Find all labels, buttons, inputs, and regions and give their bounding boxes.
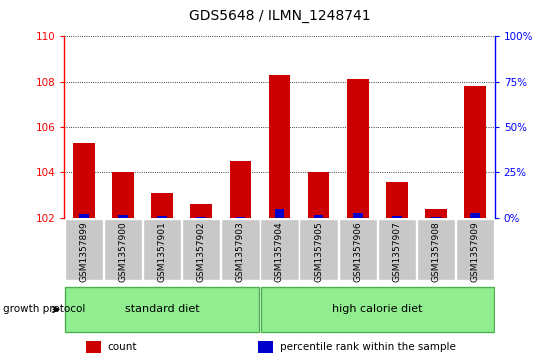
Bar (308, 172, 329, 218)
Bar (269, 75, 290, 218)
Bar (196, 217, 206, 218)
Bar (431, 217, 441, 218)
Bar (112, 172, 134, 218)
FancyBboxPatch shape (182, 219, 220, 280)
FancyBboxPatch shape (417, 219, 455, 280)
Text: GSM1357901: GSM1357901 (158, 221, 167, 282)
Text: GSM1357906: GSM1357906 (353, 221, 362, 282)
Text: GSM1357900: GSM1357900 (119, 221, 127, 282)
Bar (470, 213, 480, 218)
Bar (258, 341, 273, 354)
Bar (425, 209, 447, 218)
Bar (392, 216, 402, 218)
Text: GSM1357903: GSM1357903 (236, 221, 245, 282)
FancyBboxPatch shape (104, 219, 142, 280)
Bar (79, 214, 89, 218)
Bar (465, 86, 486, 218)
Text: high calorie diet: high calorie diet (332, 305, 423, 314)
Text: GSM1357899: GSM1357899 (79, 221, 88, 282)
Bar (235, 217, 245, 218)
Bar (353, 213, 363, 218)
Text: GSM1357904: GSM1357904 (275, 221, 284, 282)
Bar (386, 182, 408, 218)
Text: standard diet: standard diet (125, 305, 200, 314)
Text: count: count (107, 342, 137, 352)
Text: GSM1357902: GSM1357902 (197, 221, 206, 282)
Text: GSM1357908: GSM1357908 (432, 221, 440, 282)
Bar (314, 215, 324, 218)
Bar (191, 204, 212, 218)
FancyBboxPatch shape (300, 219, 338, 280)
FancyBboxPatch shape (378, 219, 416, 280)
Text: GDS5648 / ILMN_1248741: GDS5648 / ILMN_1248741 (189, 9, 370, 23)
FancyBboxPatch shape (260, 287, 494, 331)
Bar (73, 143, 94, 218)
FancyBboxPatch shape (456, 219, 494, 280)
Bar (86, 341, 101, 354)
FancyBboxPatch shape (339, 219, 377, 280)
Bar (157, 216, 167, 218)
Text: GSM1357909: GSM1357909 (471, 221, 480, 282)
Bar (118, 215, 128, 218)
FancyBboxPatch shape (260, 219, 299, 280)
FancyBboxPatch shape (65, 219, 103, 280)
FancyBboxPatch shape (65, 287, 259, 331)
FancyBboxPatch shape (221, 219, 259, 280)
Bar (230, 161, 251, 218)
Text: growth protocol: growth protocol (3, 304, 85, 314)
Text: GSM1357905: GSM1357905 (314, 221, 323, 282)
FancyBboxPatch shape (143, 219, 181, 280)
Bar (347, 79, 368, 218)
Bar (274, 209, 285, 218)
Text: GSM1357907: GSM1357907 (392, 221, 401, 282)
Bar (151, 193, 173, 218)
Text: percentile rank within the sample: percentile rank within the sample (280, 342, 456, 352)
